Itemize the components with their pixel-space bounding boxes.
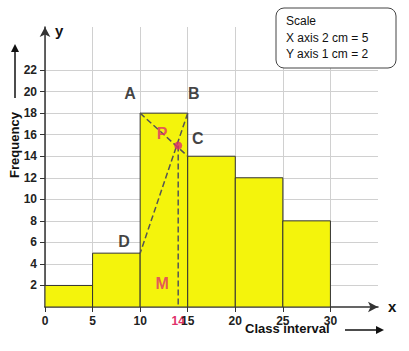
- svg-text:16: 16: [24, 128, 38, 142]
- svg-text:X axis 2 cm = 5: X axis 2 cm = 5: [286, 31, 369, 45]
- svg-text:14: 14: [171, 314, 185, 328]
- svg-text:2: 2: [30, 278, 37, 292]
- svg-text:x: x: [388, 298, 397, 315]
- svg-text:Frequency: Frequency: [7, 111, 22, 178]
- svg-text:B: B: [188, 85, 200, 102]
- svg-text:4: 4: [30, 257, 37, 271]
- svg-text:M: M: [156, 275, 169, 292]
- svg-text:P: P: [157, 125, 168, 142]
- svg-text:C: C: [192, 130, 204, 147]
- svg-text:D: D: [118, 233, 130, 250]
- svg-text:18: 18: [24, 106, 38, 120]
- svg-text:14: 14: [24, 149, 38, 163]
- svg-text:10: 10: [24, 192, 38, 206]
- svg-text:6: 6: [30, 235, 37, 249]
- svg-text:8: 8: [30, 214, 37, 228]
- svg-text:5: 5: [89, 314, 96, 328]
- svg-text:10: 10: [133, 314, 147, 328]
- svg-text:12: 12: [24, 171, 38, 185]
- svg-text:20: 20: [229, 314, 243, 328]
- svg-text:20: 20: [24, 85, 38, 99]
- svg-text:Scale: Scale: [286, 14, 316, 28]
- svg-text:y: y: [55, 22, 64, 39]
- svg-text:30: 30: [324, 314, 338, 328]
- svg-text:25: 25: [276, 314, 290, 328]
- svg-text:22: 22: [24, 63, 38, 77]
- svg-text:Class interval: Class interval: [245, 321, 330, 336]
- svg-text:Y axis 1 cm = 2: Y axis 1 cm = 2: [286, 47, 368, 61]
- svg-text:0: 0: [42, 314, 49, 328]
- svg-text:15: 15: [181, 314, 195, 328]
- svg-text:A: A: [124, 85, 136, 102]
